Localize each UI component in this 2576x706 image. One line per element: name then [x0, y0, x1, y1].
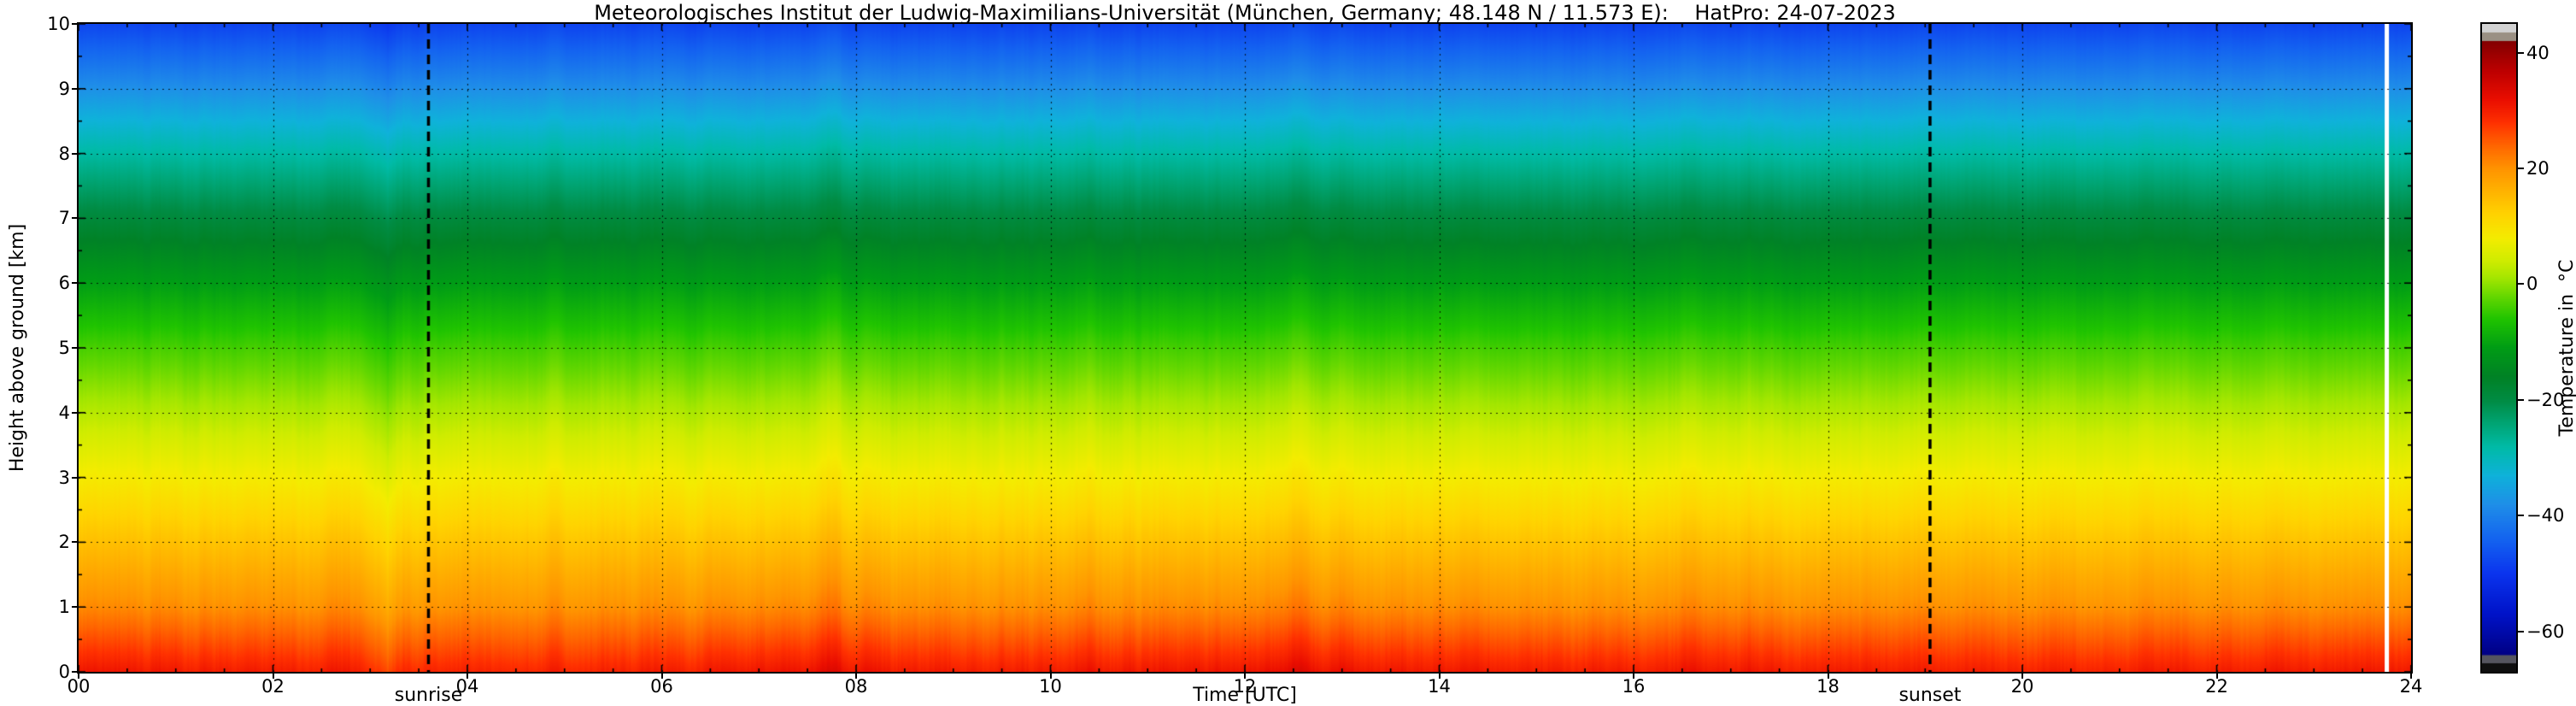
y-tick-label: 3 [58, 467, 70, 488]
heatmap-canvas [79, 24, 2411, 672]
x-tick-mark [1633, 672, 1634, 679]
x-tick-mark [466, 672, 468, 679]
x-tick-label: 00 [67, 676, 91, 697]
y-tick-mark [72, 476, 79, 479]
x-tick-mark [2021, 672, 2023, 679]
y-tick-label: 4 [58, 402, 70, 423]
colorbar-tick-mark [2518, 51, 2524, 54]
y-tick-label: 6 [58, 273, 70, 294]
colorbar-tick-label: −60 [2526, 621, 2565, 642]
x-tick-label: 12 [1233, 676, 1257, 697]
y-tick-mark [72, 606, 79, 609]
colorbar-tick-label: 20 [2526, 158, 2550, 179]
colorbar-canvas [2482, 24, 2516, 672]
colorbar-tick-label: 40 [2526, 42, 2550, 63]
y-tick-label: 1 [58, 597, 70, 618]
annotation-sunrise: sunrise [394, 685, 463, 706]
y-tick-label: 0 [58, 662, 70, 682]
x-tick-label: 16 [1622, 676, 1646, 697]
y-tick-mark [72, 282, 79, 285]
y-axis-title: Height above ground [km] [7, 223, 28, 473]
x-tick-mark [1827, 672, 1829, 679]
y-tick-label: 7 [58, 208, 70, 229]
y-tick-label: 5 [58, 338, 70, 358]
x-tick-mark [1049, 672, 1052, 679]
y-tick-label: 8 [58, 143, 70, 164]
x-tick-label: 20 [2010, 676, 2034, 697]
colorbar-title: Temperature in °C [2556, 259, 2576, 437]
x-tick-mark [78, 672, 79, 679]
x-tick-mark [1244, 672, 1246, 679]
y-tick-label: 10 [47, 14, 70, 34]
x-tick-label: 06 [650, 676, 673, 697]
y-tick-label: 9 [58, 78, 70, 99]
y-tick-label: 2 [58, 532, 70, 553]
x-tick-label: 02 [261, 676, 285, 697]
colorbar [2480, 22, 2518, 674]
x-tick-mark [1438, 672, 1441, 679]
x-tick-mark [2215, 672, 2218, 679]
y-tick-mark [72, 671, 79, 673]
colorbar-tick-label: −40 [2526, 505, 2565, 527]
y-tick-mark [72, 347, 79, 349]
x-tick-label: 10 [1039, 676, 1062, 697]
x-tick-label: 22 [2205, 676, 2228, 697]
x-tick-mark [660, 672, 663, 679]
colorbar-tick-label: 0 [2526, 274, 2538, 295]
colorbar-tick-mark [2518, 630, 2524, 632]
y-tick-mark [72, 541, 79, 544]
y-tick-mark [72, 23, 79, 25]
x-tick-label: 04 [455, 676, 479, 697]
x-tick-label: 18 [1816, 676, 1840, 697]
colorbar-tick-label: −20 [2526, 389, 2565, 410]
x-tick-label: 08 [844, 676, 868, 697]
x-tick-label: 24 [2399, 676, 2423, 697]
y-tick-mark [72, 152, 79, 155]
colorbar-tick-mark [2518, 283, 2524, 285]
colorbar-tick-mark [2518, 168, 2524, 170]
chart-title: Meteorologisches Institut der Ludwig-Max… [594, 1, 1896, 25]
y-tick-mark [72, 87, 79, 90]
colorbar-tick-mark [2518, 515, 2524, 517]
colorbar-tick-mark [2518, 398, 2524, 401]
x-axis-title: Time [UTC] [1193, 685, 1297, 706]
y-tick-mark [72, 411, 79, 414]
x-tick-label: 14 [1428, 676, 1451, 697]
annotation-sunset: sunset [1898, 685, 1962, 706]
y-tick-mark [72, 217, 79, 220]
x-tick-mark [272, 672, 274, 679]
plot-area [77, 22, 2413, 674]
x-tick-mark [2410, 672, 2412, 679]
x-tick-mark [855, 672, 857, 679]
